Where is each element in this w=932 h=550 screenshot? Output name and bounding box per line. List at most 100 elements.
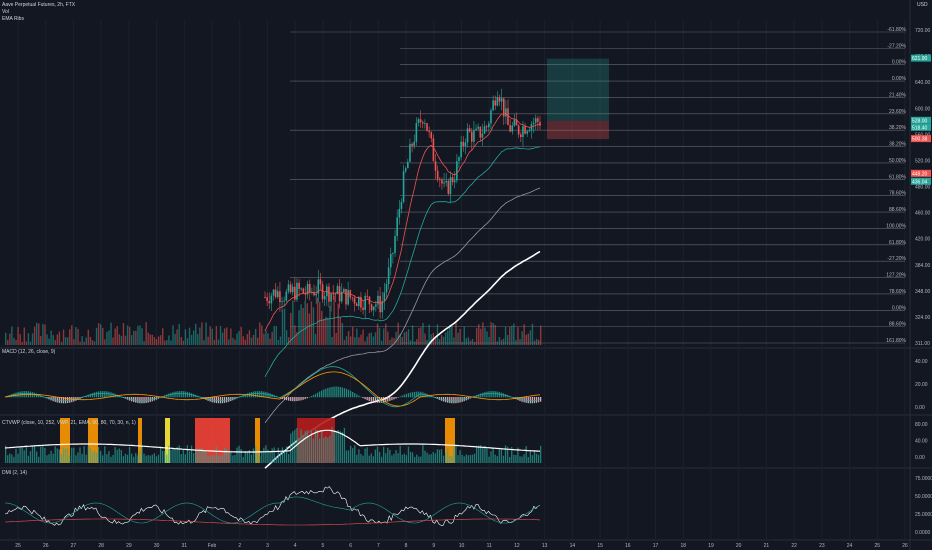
volume-bar: [331, 336, 333, 345]
ctvwp-bar: [120, 449, 122, 463]
macd-histogram-bar: [492, 391, 494, 398]
ctvwp-bar: [469, 454, 472, 463]
candle-body: [379, 295, 381, 313]
volume-bar: [467, 337, 470, 345]
volume-bar: [203, 340, 205, 345]
volume-bar: [531, 323, 534, 345]
ctvwp-bar: [219, 455, 222, 463]
candle-body: [449, 177, 452, 194]
macd-histogram-bar: [498, 391, 500, 398]
dmi-title[interactable]: DMI (2, 14): [2, 470, 28, 476]
ctvwp-bar: [17, 453, 19, 463]
pane-y-tick-label: 75.0000: [915, 476, 932, 482]
ctvwp-bar: [199, 448, 201, 463]
volume-bar: [343, 340, 346, 345]
ctvwp-bar: [83, 446, 85, 463]
macd-histogram-bar: [186, 391, 189, 398]
ctvwp-bar: [147, 455, 149, 463]
volume-bar: [139, 325, 141, 345]
dmi-adx-line: [4, 486, 541, 527]
ctvwp-bar: [502, 455, 505, 463]
macd-histogram-bar: [246, 393, 248, 398]
ctvwp-bar: [316, 430, 319, 463]
y-tick-label: 600.00: [915, 106, 931, 112]
pane-y-tick-label: 80.00: [915, 422, 928, 428]
price-axis[interactable]: 720.00680.00640.00600.00560.00520.00480.…: [911, 28, 932, 536]
ctvwp-bar: [60, 454, 63, 463]
ctvwp-bar: [259, 455, 261, 463]
x-tick-label: 27: [71, 543, 77, 549]
volume-bar: [133, 330, 135, 345]
ctvwp-bar: [310, 430, 313, 463]
ctvwp-bar: [521, 456, 523, 463]
vol-label[interactable]: Vol: [2, 9, 9, 15]
volume-bar: [418, 328, 420, 345]
volume-bar: [236, 333, 238, 345]
x-tick-label: 29: [126, 543, 132, 549]
candle-body: [353, 297, 356, 304]
candle-body: [496, 97, 499, 106]
volume-bar: [292, 300, 294, 345]
macd-histogram-bar: [372, 397, 374, 403]
candle-body: [396, 217, 398, 237]
ctvwp-bar: [29, 451, 32, 463]
ctvwp-bar: [285, 446, 288, 463]
ctvwp-bar: [102, 455, 104, 463]
volume-bar: [407, 329, 410, 345]
volume-bar: [277, 340, 280, 345]
volume-bar: [269, 338, 271, 345]
candle-body: [319, 279, 322, 285]
volume-bar: [416, 339, 418, 345]
ctvwp-bar: [366, 447, 368, 463]
volume-bar: [455, 322, 457, 345]
ctvwp-bar: [95, 452, 98, 463]
volume-bar: [461, 341, 463, 345]
ema-label[interactable]: EMA Ribs: [2, 16, 24, 22]
ctvwp-bar: [180, 454, 182, 463]
ctvwp-title[interactable]: CTVWP (close, 10, 252, VWP, 21, EMA, 90,…: [2, 420, 136, 426]
volume-bar: [306, 303, 308, 345]
volume-bar: [403, 332, 406, 345]
y-tick-label: 420.00: [915, 237, 931, 243]
candle-body: [477, 126, 479, 129]
ctvwp-bar: [540, 445, 542, 463]
volume-bar: [145, 322, 147, 345]
candle-body: [360, 296, 362, 308]
macd-title[interactable]: MACD (12, 26, close, 9): [2, 349, 56, 355]
x-tick-label: 26: [902, 543, 908, 549]
volume-bar: [102, 327, 104, 345]
volume-bar: [170, 340, 172, 345]
ctvwp-bar: [228, 451, 230, 463]
time-axis[interactable]: 25 26 27 28 29 30 31 Feb 2 3 4 5 6 7 8 9 10 11 12 13 14 15 16 1…: [15, 543, 908, 549]
macd-histogram-bar: [133, 397, 135, 403]
ctvwp-bar: [19, 447, 21, 463]
volume-bar: [281, 310, 284, 345]
volume-bar: [31, 333, 34, 345]
ctvwp-bar: [509, 456, 511, 463]
volume-bar: [447, 330, 449, 345]
ctvwp-bar: [240, 449, 242, 463]
volume-bar: [62, 329, 65, 345]
ctvwp-bar: [223, 447, 226, 463]
candle-body: [347, 290, 349, 305]
candle-body: [407, 161, 409, 169]
x-tick-label: 25: [875, 543, 881, 549]
symbol-title[interactable]: Aave Perpetual Futures, 2h, FTX: [2, 2, 76, 8]
candle-body: [428, 130, 430, 133]
ctvwp-bar: [449, 456, 451, 463]
ctvwp-bar: [413, 456, 416, 463]
volume-bar: [279, 336, 282, 345]
macd-histogram-bar: [321, 390, 323, 398]
volume-bar: [335, 332, 337, 345]
candle-body: [481, 133, 484, 138]
ctvwp-bar: [135, 452, 137, 463]
ctvwp-bar: [407, 446, 410, 463]
macd-histogram-bar: [93, 392, 96, 398]
long-position-box[interactable]: [547, 58, 609, 140]
fib-level-label: 100.00%: [886, 223, 906, 229]
ctvwp-bar: [261, 451, 263, 463]
ctvwp-bar: [385, 453, 387, 463]
volume-bar: [389, 339, 391, 345]
ctvwp-bar: [254, 445, 257, 463]
